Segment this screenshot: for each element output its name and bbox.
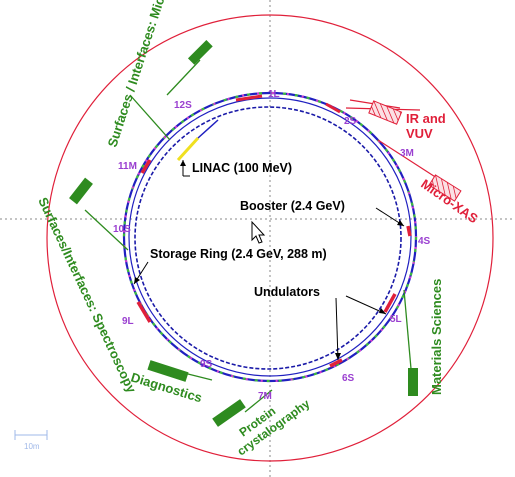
- section-11M: 11M: [118, 161, 137, 172]
- booster-arrowhead: [397, 220, 404, 226]
- section-5L: 5L: [390, 314, 402, 325]
- section-6S: 6S: [342, 373, 355, 384]
- undulators-label: Undulators: [254, 285, 320, 299]
- ir-vuv-label-line1: IR and: [406, 111, 446, 126]
- segment-1L: [235, 94, 263, 102]
- linac-arrowhead: [180, 160, 186, 166]
- scale-label: 10m: [24, 442, 40, 451]
- undulator-5L: [383, 293, 397, 313]
- section-1L: 1L: [268, 89, 280, 100]
- storage-ring-label: Storage Ring (2.4 GeV, 288 m): [150, 247, 327, 261]
- storage-ring-arrowhead: [134, 277, 140, 284]
- section-7M: 7M: [258, 391, 272, 402]
- undulator-arrowhead-6S: [335, 353, 341, 360]
- section-3M: 3M: [400, 148, 414, 159]
- undulator-arrowhead-5L: [379, 308, 386, 314]
- cursor-icon: [251, 220, 266, 244]
- beamline-spectroscopy-line: [84, 209, 129, 251]
- beamline-microscopy-line: [129, 94, 171, 141]
- beamline-microxas-line: [377, 139, 441, 181]
- section-12S: 12S: [174, 100, 192, 111]
- section-2S: 2S: [344, 116, 357, 127]
- undulator-leader-6S: [335, 297, 339, 361]
- segment-4S: [406, 225, 412, 237]
- micro-xas-hutch: [428, 174, 462, 202]
- ir-vuv-hutch: [368, 100, 403, 125]
- undulator-6S: [329, 358, 343, 368]
- surfaces-microscopy-label: Surfaces / Interfaces: Microscopy: [105, 0, 184, 149]
- section-9L: 9L: [122, 316, 134, 327]
- beamline-materials-hutch: [408, 368, 418, 396]
- beamline-protein-hutch: [212, 399, 246, 427]
- beamline-materials-line: [403, 289, 413, 381]
- booster-ring: [134, 106, 402, 370]
- beamline-microscopy-line2: [166, 59, 201, 96]
- section-10S: 10S: [113, 224, 131, 235]
- booster-label: Booster (2.4 GeV): [240, 199, 345, 213]
- section-4S: 4S: [418, 236, 431, 247]
- beamline-microscopy-hutch: [187, 39, 213, 65]
- linac-transfer-line: [197, 119, 219, 139]
- beamline-spectroscopy-hutch: [69, 177, 93, 205]
- linac-label: LINAC (100 MeV): [192, 161, 292, 175]
- undulator-leader-5L: [345, 295, 387, 315]
- outer-hall-circle: [46, 14, 494, 462]
- beamline-protein-line: [244, 389, 273, 413]
- ir-vuv-label-line2: VUV: [406, 126, 433, 141]
- segment-2S: [325, 102, 341, 114]
- linac-beam: [176, 136, 200, 162]
- storage-ring-inner-line: [128, 97, 412, 377]
- beamline-diagnostics-hutch: [147, 360, 189, 382]
- materials-sciences-label: Materials Sciences: [429, 279, 444, 395]
- section-9S: 9S: [200, 359, 213, 370]
- segment-9L: [136, 301, 152, 323]
- segment-11M: [140, 159, 152, 174]
- storage-ring-magnets-magenta: [122, 91, 418, 383]
